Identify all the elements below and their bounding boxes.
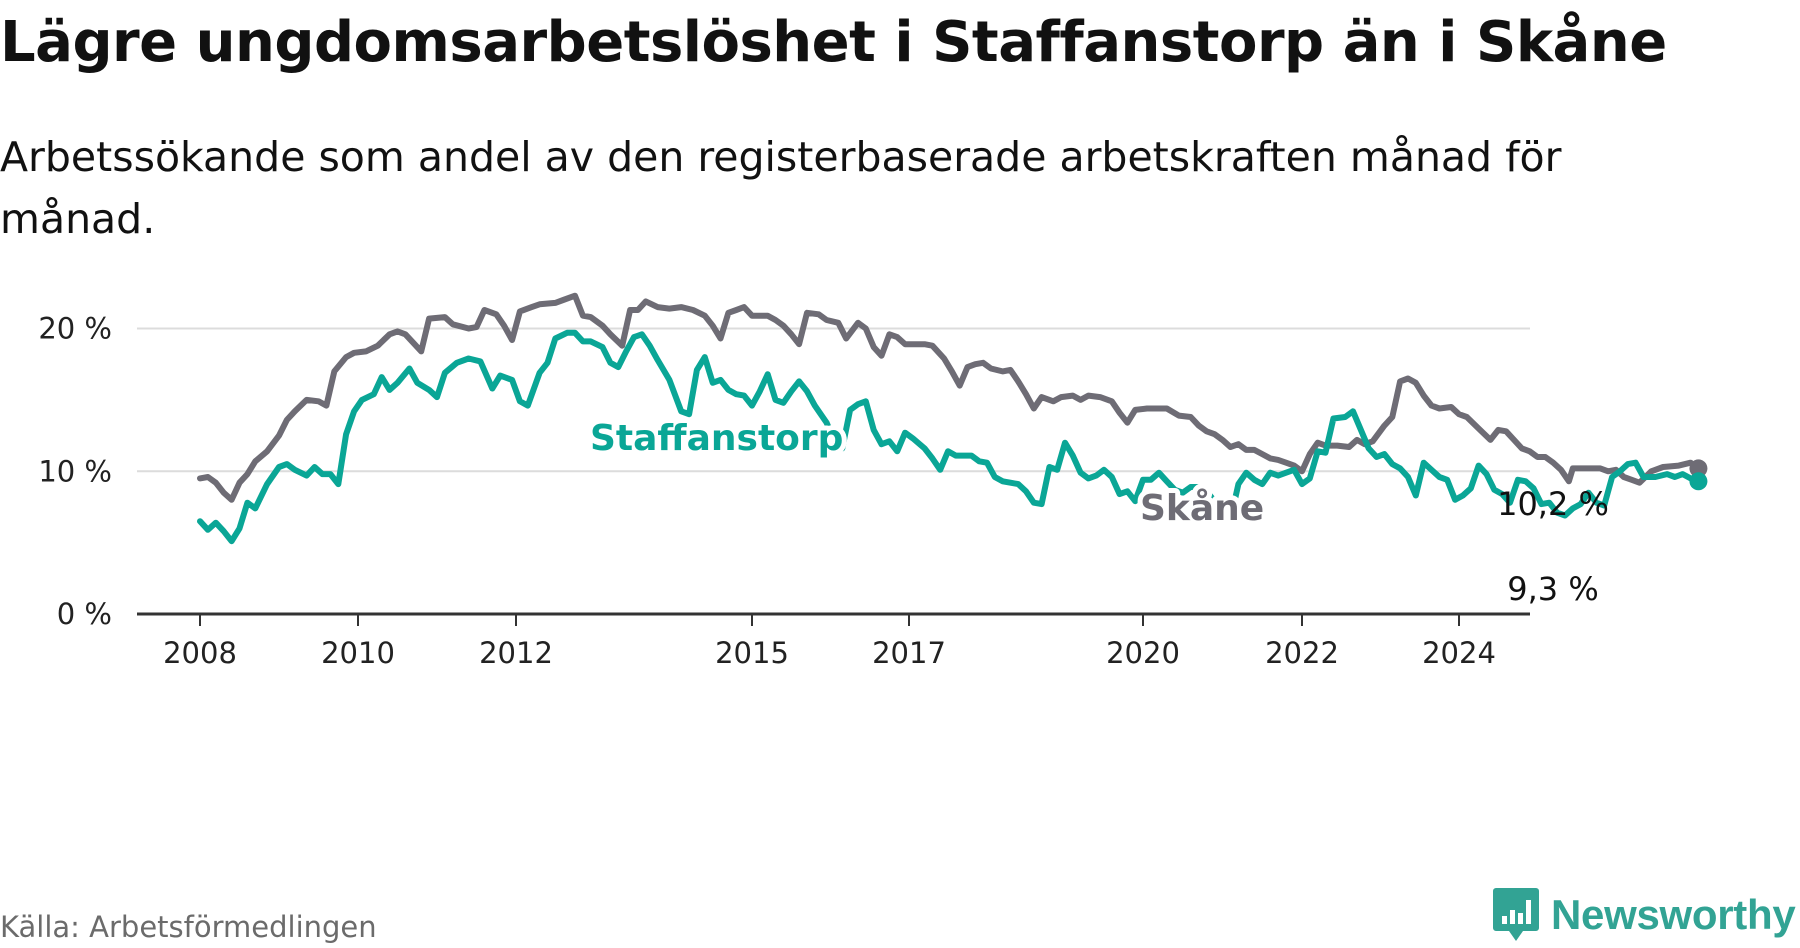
y-tick-label: 20 % — [38, 312, 112, 346]
series-endpoint-skne — [1689, 459, 1708, 478]
axes: 0 % 10 % 20 % 2008 2010 2012 2015 2017 2020 2022 2… — [38, 312, 1530, 670]
chart-title: Lägre ungdomsarbetslöshet i Staffanstorp… — [0, 10, 1667, 75]
series-label-skne: Skåne — [1140, 488, 1264, 529]
newsworthy-logo-icon — [1493, 888, 1539, 941]
end-value-label-staffanstorp: 9,3 % — [1507, 570, 1598, 608]
series-label-staffanstorp: Staffanstorp — [590, 418, 843, 459]
x-tick-label: 2020 — [1106, 636, 1180, 670]
series-line-skne — [197, 292, 1702, 503]
end-value-label-skne: 10,2 % — [1497, 485, 1609, 523]
y-tick-label: 0 % — [57, 597, 112, 631]
series-line-staffanstorp — [197, 329, 1702, 545]
x-tick-label: 2015 — [715, 636, 789, 670]
x-tick-label: 2022 — [1265, 636, 1339, 670]
series-label-halo-skne: Skåne — [1140, 488, 1264, 529]
series-endpoint-staffanstorp — [1689, 472, 1708, 491]
series-lines — [197, 292, 1708, 545]
x-tick-label: 2008 — [163, 636, 237, 670]
source-note: Källa: Arbetsförmedlingen — [0, 910, 377, 944]
chart-subtitle: Arbetssökande som andel av den registerb… — [0, 133, 1562, 243]
x-tick-label: 2012 — [479, 636, 553, 670]
x-tick-label: 2024 — [1422, 636, 1496, 670]
y-tick-label: 10 % — [38, 454, 112, 488]
x-tick-label: 2010 — [321, 636, 395, 670]
brand-logo[interactable]: Newsworthy — [1493, 888, 1796, 942]
brand-name: Newsworthy — [1551, 891, 1796, 938]
series-label-halo-staffanstorp: Staffanstorp — [590, 418, 843, 459]
x-tick-label: 2017 — [872, 636, 946, 670]
